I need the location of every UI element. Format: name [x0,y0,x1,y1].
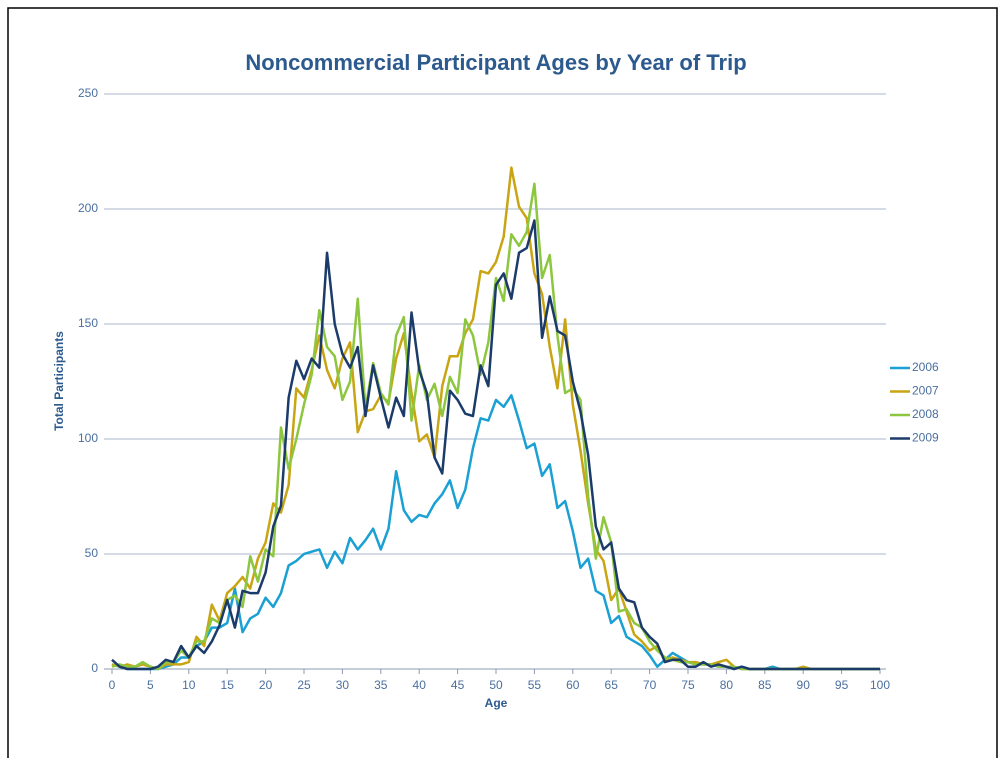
y-tick-label: 150 [78,316,98,330]
x-tick-label: 40 [413,678,427,692]
x-tick-label: 85 [758,678,772,692]
x-tick-label: 60 [566,678,580,692]
legend-label: 2007 [912,384,939,398]
x-tick-label: 30 [336,678,350,692]
x-tick-label: 25 [297,678,311,692]
x-tick-label: 75 [681,678,695,692]
series-line [111,219,880,671]
x-tick-label: 50 [489,678,503,692]
x-tick-label: 10 [182,678,196,692]
x-tick-label: 0 [109,678,116,692]
x-tick-label: 5 [147,678,154,692]
x-tick-label: 15 [221,678,235,692]
series-line [111,394,880,671]
y-tick-label: 50 [85,546,99,560]
x-tick-label: 70 [643,678,657,692]
x-tick-label: 20 [259,678,273,692]
y-tick-label: 250 [78,86,98,100]
x-tick-label: 65 [605,678,619,692]
legend-label: 2006 [912,360,939,374]
y-tick-label: 100 [78,431,98,445]
x-tick-label: 55 [528,678,542,692]
legend-label: 2009 [912,431,939,445]
series-line [111,166,880,671]
y-tick-label: 200 [78,201,98,215]
x-tick-label: 45 [451,678,465,692]
x-tick-label: 100 [870,678,890,692]
x-tick-label: 35 [374,678,388,692]
y-tick-label: 0 [91,661,98,675]
y-axis-title: Total Participants [52,331,66,431]
x-axis-title: Age [485,696,508,710]
frame [7,7,998,763]
legend-label: 2008 [912,407,939,421]
x-tick-label: 80 [720,678,734,692]
chart-title: Noncommercial Participant Ages by Year o… [245,50,746,75]
x-tick-label: 95 [835,678,849,692]
x-tick-label: 90 [797,678,811,692]
